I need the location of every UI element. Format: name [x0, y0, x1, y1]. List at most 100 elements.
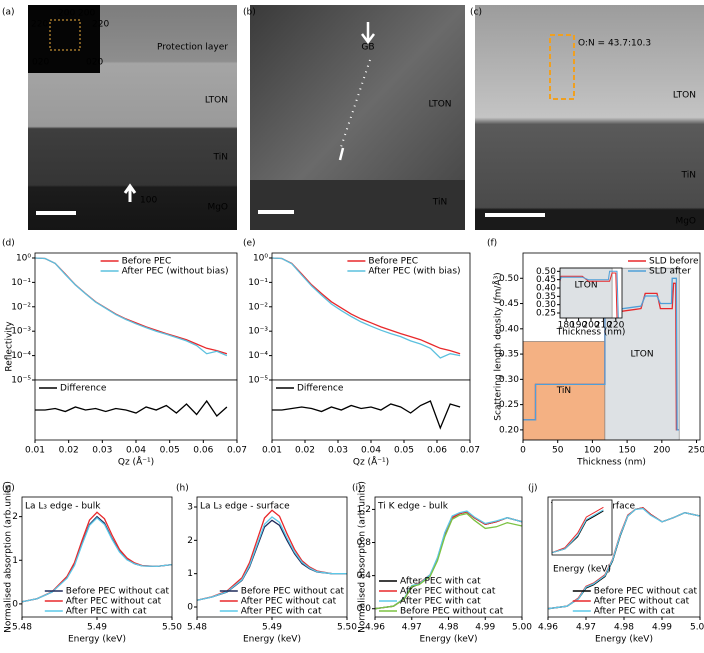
plot-frame	[271, 379, 471, 441]
y-tick-label: 1	[187, 569, 193, 579]
legend-label: SLD after	[649, 267, 691, 277]
legend-label: Before PEC without cat	[241, 587, 345, 597]
x-tick-label: 250	[688, 446, 704, 456]
x-axis-label: Qz (Å⁻¹)	[353, 456, 389, 468]
panel-label: (f)	[487, 239, 497, 249]
layer-label: 100	[140, 196, 157, 206]
x-tick-label: 100	[584, 446, 601, 456]
series-line	[559, 272, 618, 319]
x-tick-label: 0.07	[460, 446, 480, 456]
series-line	[196, 516, 347, 601]
x-tick-label: 0.02	[295, 446, 315, 456]
y-tick-label: 0.0	[357, 604, 372, 614]
panel-label: (h)	[176, 484, 189, 494]
series-line	[196, 509, 347, 601]
eds-box	[549, 34, 575, 100]
y-tick-label: 10⁻⁴	[248, 351, 268, 361]
x-tick-label: 220	[607, 321, 624, 331]
y-tick-label: 0.40	[536, 284, 556, 294]
legend-label: After PEC with cat	[594, 607, 675, 617]
y-tick-label: 10⁻⁵	[11, 376, 31, 386]
x-axis-label: Energy (keV)	[420, 635, 478, 645]
series-line	[35, 399, 228, 417]
y-tick-label: 0.8	[357, 538, 372, 548]
y-tick-label: 2	[187, 536, 193, 546]
y-tick-label: 10⁻¹	[11, 278, 31, 288]
x-tick-label: 4.98	[438, 623, 458, 633]
x-tick-label: 0	[520, 446, 526, 456]
x-tick-label: 4.96	[365, 623, 385, 633]
x-tick-label: 5.50	[162, 623, 182, 633]
plot-frame	[34, 379, 238, 441]
y-tick-label: 10⁻⁴	[11, 351, 31, 361]
chart-title: La L₃ edge - surface	[200, 502, 290, 512]
inset-box	[49, 19, 81, 51]
layer-label: O:N = 43.7:10.3	[578, 39, 651, 49]
layer-region	[559, 267, 613, 319]
diffraction-label: 020	[86, 58, 103, 68]
y-tick-label: 10⁰	[16, 253, 31, 263]
x-tick-label: 0.04	[361, 446, 381, 456]
y-tick-label: 0.50	[499, 274, 519, 284]
series-line	[551, 509, 604, 554]
legend-label: Difference	[297, 384, 344, 394]
x-tick-label: 5.49	[87, 623, 107, 633]
plot-frame	[374, 496, 523, 618]
legend-label: After PEC (without bias)	[122, 267, 229, 277]
legend-label: After PEC with cat	[241, 607, 322, 617]
diffraction-label: 200	[78, 9, 95, 19]
legend-label: After PEC without cat	[241, 597, 337, 607]
y-axis-label: Normalised absorption (arb.units)	[4, 481, 14, 633]
legend-label: Before PEC	[122, 257, 172, 267]
panel-label: (d)	[2, 239, 15, 249]
diffraction-label: 220	[92, 20, 109, 30]
x-axis-label: Qz (Å⁻¹)	[118, 456, 154, 468]
y-axis-label: Normalised absorption (arb.units)	[358, 481, 368, 633]
diffraction-label: 200	[58, 9, 75, 19]
y-tick-label: 0.30	[499, 375, 519, 385]
y-tick-label: 0.25	[536, 309, 556, 319]
y-tick-label: 0.45	[536, 275, 556, 285]
layer-label: LTON	[205, 96, 228, 106]
x-axis-label: Energy (keV)	[243, 635, 301, 645]
y-tick-label: 0.40	[499, 324, 519, 334]
panel-label: (j)	[528, 484, 538, 494]
layer-region	[522, 341, 606, 441]
x-tick-label: 5.48	[187, 623, 207, 633]
plot-frame	[547, 496, 701, 618]
legend-label: After PEC without cat	[400, 587, 496, 597]
x-axis-label: Energy (keV)	[595, 635, 653, 645]
x-tick-label: 0.05	[394, 446, 414, 456]
x-axis-label: Energy (keV)	[553, 565, 611, 575]
x-tick-label: 0.03	[328, 446, 348, 456]
y-tick-label: 1.2	[357, 505, 371, 515]
x-axis-label: Energy (keV)	[68, 635, 126, 645]
x-tick-label: 4.99	[652, 623, 672, 633]
legend-label: Difference	[60, 384, 107, 394]
y-tick-label: 10⁻⁵	[248, 376, 268, 386]
x-tick-label: 0.06	[193, 446, 213, 456]
scale-bar	[485, 213, 545, 217]
y-tick-label: 0.30	[536, 300, 556, 310]
x-tick-label: 0.04	[126, 446, 146, 456]
legend-label: Before PEC without cat	[66, 587, 170, 597]
x-tick-label: 50	[552, 446, 564, 456]
y-tick-label: 2	[12, 512, 18, 522]
diffraction-label: 220	[31, 20, 48, 30]
panel-label: (e)	[243, 239, 256, 249]
series-line	[523, 277, 680, 431]
x-tick-label: 4.99	[475, 623, 495, 633]
x-tick-label: 0.02	[59, 446, 79, 456]
plot-area	[272, 380, 470, 440]
x-tick-label: 4.97	[576, 623, 596, 633]
y-tick-label: 1	[12, 556, 18, 566]
x-tick-label: 0.01	[262, 446, 282, 456]
y-tick-label: 0.45	[499, 299, 519, 309]
panel-label: (i)	[352, 484, 362, 494]
y-tick-label: 0	[187, 603, 193, 613]
panel-label: (c)	[470, 8, 482, 18]
panel-label: (b)	[243, 8, 256, 18]
layer-label: TiN	[213, 153, 228, 163]
series-line	[21, 517, 173, 603]
legend-label: After PEC with cat	[400, 597, 481, 607]
